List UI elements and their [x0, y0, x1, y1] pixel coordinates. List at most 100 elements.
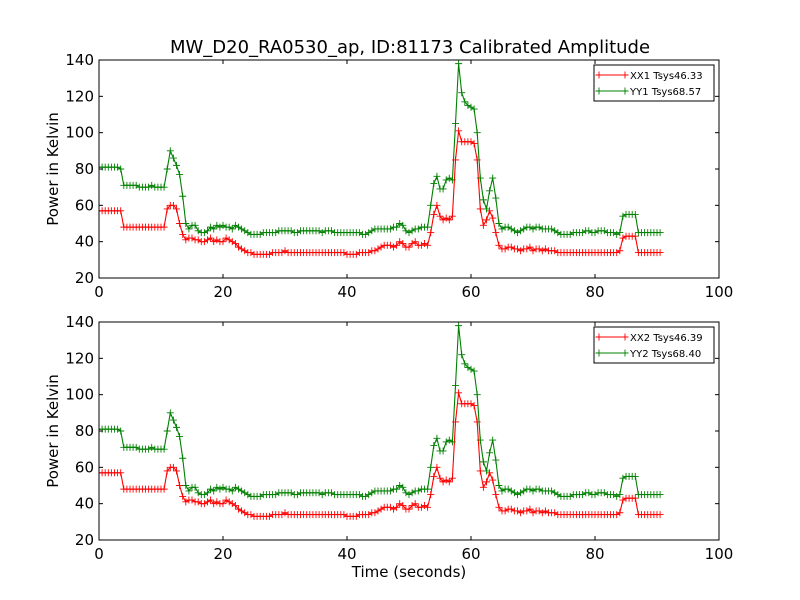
data-point: [210, 238, 218, 246]
data-point: [160, 223, 168, 231]
data-point: [483, 205, 490, 213]
data-point: [486, 207, 494, 215]
data-point: [194, 227, 202, 235]
data-point: [293, 229, 301, 237]
data-point: [479, 196, 487, 204]
data-point: [210, 225, 218, 233]
data-point: [222, 234, 230, 242]
data-point: [613, 511, 621, 519]
data-point: [176, 432, 184, 440]
data-point: [414, 487, 422, 495]
data-point: [241, 247, 249, 255]
data-point: [448, 438, 456, 446]
data-point: [393, 485, 401, 493]
data-point: [200, 500, 208, 508]
data-point: [219, 483, 227, 491]
data-point: [231, 221, 239, 229]
data-point: [405, 491, 413, 499]
data-point: [163, 467, 171, 475]
data-point: [132, 443, 140, 451]
data-point: [340, 511, 348, 519]
data-point: [535, 485, 543, 493]
data-point: [501, 507, 509, 515]
data-point: [256, 492, 264, 500]
data-point: [166, 147, 174, 155]
legend-swatch-marker: [595, 333, 603, 341]
legend: XX2 Tsys46.39 YY2 Tsys68.40: [593, 326, 715, 364]
data-point: [430, 442, 438, 450]
data-point: [535, 223, 543, 231]
data-point: [613, 249, 621, 257]
data-point: [585, 489, 593, 497]
data-point: [566, 492, 574, 500]
data-point: [656, 491, 664, 499]
data-point: [421, 239, 428, 247]
data-point: [458, 351, 466, 359]
data-point: [179, 230, 187, 238]
data-point: [173, 423, 180, 431]
data-point: [194, 236, 202, 244]
series-markers-1: [99, 389, 664, 520]
data-point: [600, 489, 608, 497]
data-point: [169, 201, 177, 209]
data-point: [421, 501, 428, 509]
x-tick-label: 20: [213, 283, 232, 301]
data-point: [442, 214, 450, 222]
data-point: [293, 491, 301, 499]
data-point: [204, 489, 211, 497]
data-point: [613, 492, 621, 500]
data-point: [427, 491, 435, 499]
data-point: [185, 225, 193, 233]
legend-swatch-marker: [595, 349, 603, 357]
data-point: [492, 194, 500, 202]
y-tick-label: 60: [75, 458, 94, 476]
data-point: [479, 458, 487, 466]
data-point: [495, 503, 503, 511]
data-point: [433, 201, 441, 209]
data-point: [365, 249, 373, 257]
data-point: [238, 487, 246, 495]
data-point: [517, 247, 525, 255]
data-point: [439, 216, 447, 224]
data-point: [241, 489, 249, 497]
data-point: [551, 509, 559, 517]
data-point: [439, 185, 447, 193]
legend-box: [593, 326, 715, 364]
data-point: [235, 505, 242, 513]
data-point: [424, 485, 432, 493]
data-point: [427, 463, 435, 471]
data-point: [529, 247, 537, 255]
data-point: [551, 247, 559, 255]
data-point: [427, 229, 435, 237]
data-point: [631, 494, 639, 502]
x-tick-label: 80: [585, 283, 604, 301]
data-point: [566, 230, 574, 238]
data-point: [182, 498, 190, 506]
data-point: [442, 176, 450, 184]
data-point: [219, 238, 227, 246]
data-point: [213, 236, 221, 244]
data-point: [386, 225, 394, 233]
data-point: [526, 243, 534, 251]
data-point: [448, 212, 456, 220]
data-point: [495, 482, 503, 489]
data-point: [216, 223, 224, 231]
data-point: [266, 512, 273, 520]
legend-box: [593, 64, 715, 102]
data-point: [374, 245, 382, 253]
data-point: [244, 229, 252, 237]
data-point: [213, 221, 221, 229]
data-point: [455, 322, 463, 330]
data-point: [117, 165, 125, 173]
x-tick-label: 100: [705, 545, 734, 563]
data-point: [117, 469, 125, 477]
data-point: [514, 229, 521, 237]
data-point: [600, 227, 608, 235]
data-point: [514, 507, 521, 515]
data-point: [526, 485, 534, 493]
data-point: [483, 467, 490, 475]
data-point: [179, 492, 187, 500]
data-point: [365, 491, 373, 499]
data-point: [355, 229, 363, 237]
data-point: [473, 391, 481, 399]
